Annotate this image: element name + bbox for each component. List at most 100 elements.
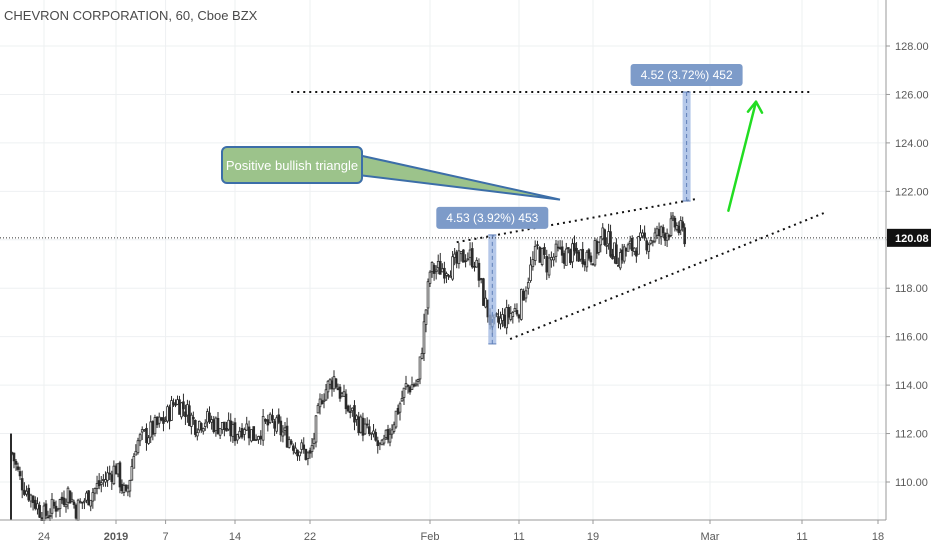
measure-label-box[interactable] [436,206,549,229]
candle-body [277,414,281,423]
upper-trendline[interactable] [456,197,699,244]
candle-body [220,422,224,431]
candle-body [529,264,532,282]
candle-body [344,393,348,410]
candle-body [302,444,306,450]
candle-body [406,384,410,387]
candle-body [599,236,603,246]
candle-body [346,405,350,412]
measure-label-box[interactable] [630,64,743,87]
candle-body [20,478,24,491]
measure-bar[interactable] [682,92,691,202]
candle-body [416,379,420,382]
candle-body [229,420,233,437]
candle-body [314,415,318,443]
candle-body [497,316,500,323]
candle-body [120,484,124,492]
candle-body [484,297,487,308]
candle-body [543,247,546,255]
candle-body [620,249,624,261]
candle-body [138,434,142,442]
candle-body [441,268,444,273]
candle-body [93,488,97,494]
y-tick-label: 116.00 [895,332,928,344]
candle-body [361,417,365,436]
callout-text: Positive bullish triangle [226,158,358,173]
candle-body [252,426,256,441]
x-tick-label: 24 [38,531,50,543]
candle-body [338,386,342,399]
candle-body [227,419,230,430]
candle-body [247,426,251,439]
candle-body [168,407,171,422]
candle-body [70,498,74,502]
candle-body [370,432,373,435]
candle-body [414,383,418,386]
candle-body [649,239,653,244]
candle-body [340,393,344,397]
candle-body [380,439,384,446]
y-tick-label: 128.00 [895,41,929,53]
drawings-layer[interactable]: 4.53 (3.92%) 453 4.52 (3.72%) 452 Positive… [221,64,825,345]
x-tick-label: Mar [701,531,720,543]
candle-body [54,505,58,512]
candle-body [515,310,519,315]
measure-bar[interactable] [488,234,497,344]
candle-body [316,404,320,414]
candle-body [186,404,189,416]
candle-body [78,501,82,504]
candle-body [545,256,549,273]
candle-body [145,427,148,443]
candle-body [655,228,659,236]
candle-body [583,261,587,266]
candle-body [180,402,183,418]
candle-body [390,429,394,435]
candle-body [355,415,358,420]
candle-body [164,419,167,422]
candle-body [669,218,673,236]
candle-body [190,414,193,427]
candle-body [97,480,101,487]
x-axis-panel [0,521,886,550]
candle-body [52,501,56,507]
candle-body [106,472,109,481]
candle-body [524,290,528,299]
candle-body [23,489,26,495]
candle-body [665,232,669,241]
candle-body [378,442,382,445]
candle-body [482,278,485,306]
candle-body [396,407,400,414]
candle-body [683,227,686,245]
candle-body [473,265,476,268]
candle-body [122,485,126,493]
candle-body [647,244,651,252]
candle-body [677,225,681,234]
candle-body [420,353,424,359]
candle-body [422,321,426,354]
candle-body [615,244,618,265]
candle-body [225,427,228,432]
candle-body [296,449,299,457]
candle-body [128,479,132,492]
callout-box[interactable] [221,146,363,184]
target-arrow-head [746,100,764,114]
candle-body [214,417,218,431]
candle-body [118,462,122,488]
candle-body [268,413,272,423]
lower-trendline[interactable] [509,212,825,341]
candle-body [619,252,622,269]
candle-body [91,492,95,502]
x-tick-label: Feb [421,531,440,543]
y-tick-label: 124.00 [895,138,929,150]
candle-body [208,412,211,423]
candle-body [562,253,566,264]
candle-body [503,314,506,327]
candle-body [593,240,597,266]
candle-body [659,226,663,237]
candle-body [468,249,472,258]
x-tick-label: 18 [872,531,884,543]
candle-body [336,388,340,391]
candle-body [402,387,406,398]
